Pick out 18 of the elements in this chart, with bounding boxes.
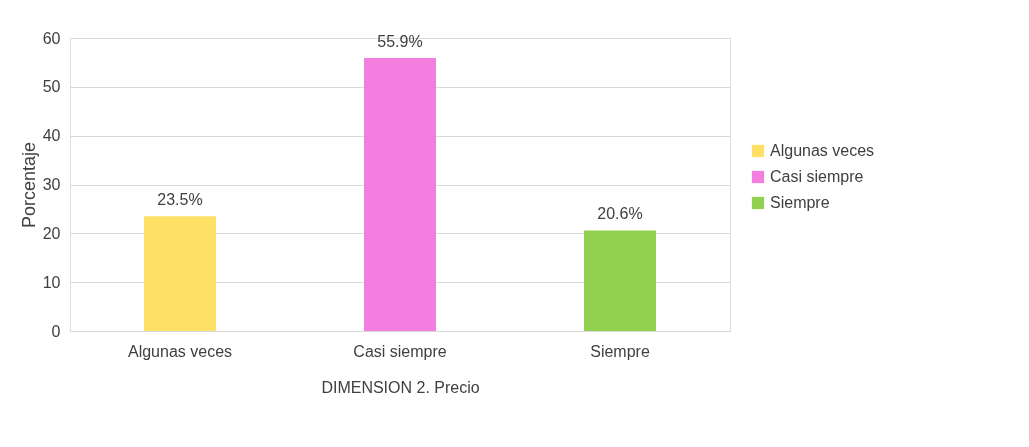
y-tick-label: 60 (42, 29, 61, 47)
data-label: 55.9% (377, 33, 423, 51)
y-tick-label: 50 (42, 78, 61, 96)
legend-label: Algunas veces (770, 142, 875, 159)
x-tick-label: Siempre (590, 342, 650, 360)
y-tick-label: 20 (42, 224, 61, 242)
y-tick-label: 40 (42, 127, 61, 145)
x-tick-label: Algunas veces (127, 342, 233, 360)
data-label: 20.6% (597, 205, 643, 223)
legend-label: Casi siempre (770, 168, 864, 185)
x-axis-title: DIMENSION 2. Precio (321, 378, 480, 396)
x-tick-label: Casi siempre (353, 342, 447, 360)
y-tick-label: 10 (42, 273, 61, 291)
y-axis-title: Porcentaje (18, 141, 39, 229)
y-tick-label: 30 (42, 176, 61, 193)
legend-label: Siempre (770, 194, 830, 211)
data-label: 23.5% (157, 191, 203, 209)
y-tick-label: 0 (51, 322, 61, 340)
